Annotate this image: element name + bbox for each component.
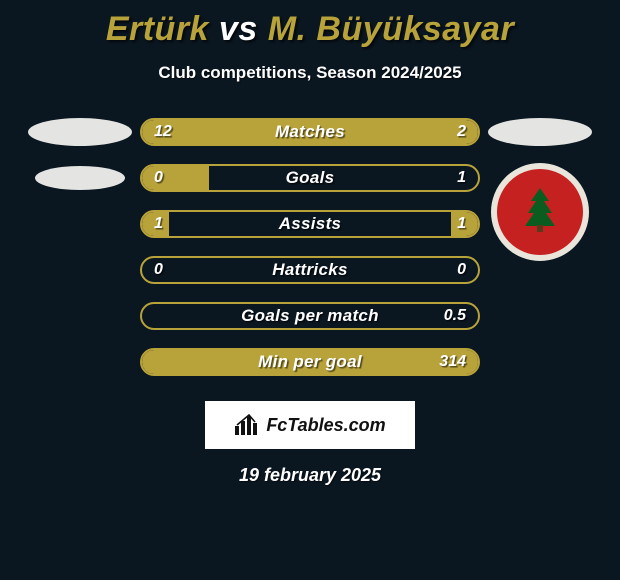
stat-bar: Goals per match 0.5 bbox=[140, 302, 480, 330]
right-badge-slot bbox=[480, 109, 600, 155]
stat-value-right: 1 bbox=[457, 212, 466, 236]
stat-bar: 1 Assists 1 bbox=[140, 210, 480, 238]
source-badge: FcTables.com bbox=[205, 401, 415, 449]
stat-value-right: 0 bbox=[457, 258, 466, 282]
stat-value-right: 314 bbox=[439, 350, 466, 374]
stat-row: Goals per match 0.5 bbox=[0, 293, 620, 339]
stat-label: Goals bbox=[142, 166, 478, 190]
left-badge-slot bbox=[20, 201, 140, 247]
stat-label: Assists bbox=[142, 212, 478, 236]
stat-row: 1 Assists 1 bbox=[0, 201, 620, 247]
stat-label: Hattricks bbox=[142, 258, 478, 282]
club-badge-ellipse-icon bbox=[488, 118, 592, 146]
right-badge-slot bbox=[480, 201, 600, 247]
stat-row: 12 Matches 2 bbox=[0, 109, 620, 155]
right-badge-slot bbox=[480, 339, 600, 385]
stat-bar: Min per goal 314 bbox=[140, 348, 480, 376]
vs-label: vs bbox=[219, 10, 258, 48]
stat-value-right: 1 bbox=[457, 166, 466, 190]
stat-rows: 12 Matches 2 0 Goals 1 bbox=[0, 109, 620, 385]
player-2-name: M. Büyüksayar bbox=[268, 10, 515, 48]
player-1-name: Ertürk bbox=[106, 10, 209, 48]
right-badge-slot bbox=[480, 247, 600, 293]
source-site-label: FcTables.com bbox=[266, 415, 385, 436]
stat-label: Min per goal bbox=[142, 350, 478, 374]
stat-row: Min per goal 314 bbox=[0, 339, 620, 385]
stat-label: Matches bbox=[142, 120, 478, 144]
right-badge-slot bbox=[480, 155, 600, 201]
footer-date: 19 february 2025 bbox=[0, 465, 620, 486]
left-badge-slot bbox=[20, 155, 140, 201]
stat-bar: 0 Hattricks 0 bbox=[140, 256, 480, 284]
comparison-card: Ertürk vs M. Büyüksayar Club competition… bbox=[0, 0, 620, 486]
stat-bar: 0 Goals 1 bbox=[140, 164, 480, 192]
left-badge-slot bbox=[20, 109, 140, 155]
stat-value-right: 2 bbox=[457, 120, 466, 144]
club-badge-ellipse-icon bbox=[35, 166, 125, 190]
left-badge-slot bbox=[20, 293, 140, 339]
right-badge-slot bbox=[480, 293, 600, 339]
club-badge-ellipse-icon bbox=[28, 118, 132, 146]
subtitle: Club competitions, Season 2024/2025 bbox=[0, 63, 620, 83]
bars-logo-icon bbox=[234, 414, 260, 436]
stat-row: 0 Hattricks 0 bbox=[0, 247, 620, 293]
left-badge-slot bbox=[20, 339, 140, 385]
stat-label: Goals per match bbox=[142, 304, 478, 328]
stat-row: 0 Goals 1 bbox=[0, 155, 620, 201]
stat-bar: 12 Matches 2 bbox=[140, 118, 480, 146]
page-title: Ertürk vs M. Büyüksayar bbox=[0, 10, 620, 49]
stat-value-right: 0.5 bbox=[444, 304, 466, 328]
left-badge-slot bbox=[20, 247, 140, 293]
